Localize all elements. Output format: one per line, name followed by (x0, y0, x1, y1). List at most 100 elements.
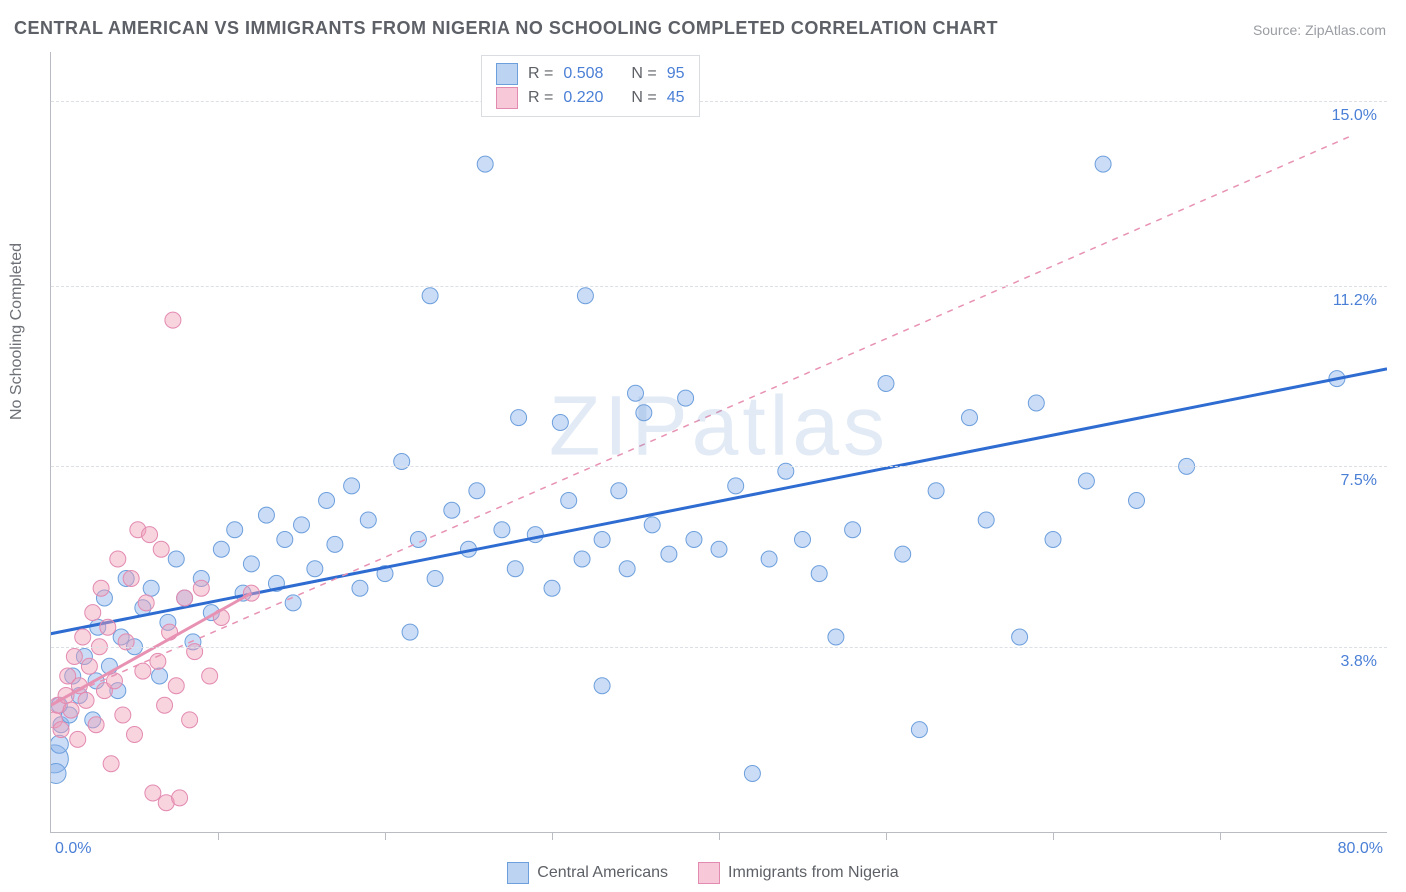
data-point (63, 702, 79, 718)
data-point (168, 678, 184, 694)
data-point (744, 766, 760, 782)
y-tick-label: 3.8% (1341, 653, 1377, 671)
data-point (878, 376, 894, 392)
data-point (51, 764, 66, 784)
data-point (561, 493, 577, 509)
data-point (142, 527, 158, 543)
legend-series: Central Americans Immigrants from Nigeri… (0, 862, 1406, 884)
data-point (594, 532, 610, 548)
data-point (165, 312, 181, 328)
data-point (895, 546, 911, 562)
data-point (594, 678, 610, 694)
r-label: R = (528, 89, 553, 107)
data-point (143, 580, 159, 596)
n-label: N = (631, 65, 656, 83)
data-point (469, 483, 485, 499)
data-point (619, 561, 635, 577)
legend-swatch-pink (698, 862, 720, 884)
data-point (1012, 629, 1028, 645)
data-point (845, 522, 861, 538)
data-point (85, 605, 101, 621)
data-point (574, 551, 590, 567)
data-point (444, 502, 460, 518)
data-point (319, 493, 335, 509)
data-point (661, 546, 677, 562)
y-tick-label: 11.2% (1333, 292, 1377, 310)
data-point (152, 668, 168, 684)
data-point (182, 712, 198, 728)
data-point (795, 532, 811, 548)
y-tick-label: 15.0% (1332, 107, 1377, 125)
data-point (1095, 156, 1111, 172)
data-point (344, 478, 360, 494)
data-point (511, 410, 527, 426)
data-point (138, 595, 154, 611)
data-point (294, 517, 310, 533)
legend-swatch-pink (496, 87, 518, 109)
data-point (157, 697, 173, 713)
data-point (277, 532, 293, 548)
trend-line (51, 135, 1354, 710)
data-point (193, 580, 209, 596)
data-point (628, 385, 644, 401)
data-point (168, 551, 184, 567)
legend-label-0: Central Americans (537, 864, 668, 882)
data-point (327, 536, 343, 552)
data-point (360, 512, 376, 528)
data-point (66, 649, 82, 665)
x-max-label: 80.0% (1338, 840, 1383, 858)
data-point (88, 717, 104, 733)
data-point (644, 517, 660, 533)
n-label: N = (631, 89, 656, 107)
data-point (110, 551, 126, 567)
legend-stats-row-1: R = 0.220 N = 45 (496, 86, 685, 110)
data-point (402, 624, 418, 640)
data-point (172, 790, 188, 806)
data-point (678, 390, 694, 406)
data-point (307, 561, 323, 577)
data-point (507, 561, 523, 577)
r-value-0: 0.508 (563, 65, 603, 83)
data-point (544, 580, 560, 596)
data-point (285, 595, 301, 611)
data-point (213, 541, 229, 557)
data-point (1078, 473, 1094, 489)
legend-item-1: Immigrants from Nigeria (698, 862, 899, 884)
legend-swatch-blue (496, 63, 518, 85)
data-point (123, 571, 139, 587)
data-point (1028, 395, 1044, 411)
data-point (78, 692, 94, 708)
x-min-label: 0.0% (55, 840, 91, 858)
data-point (427, 571, 443, 587)
data-point (352, 580, 368, 596)
data-point (477, 156, 493, 172)
data-point (81, 658, 97, 674)
y-tick-label: 7.5% (1341, 472, 1377, 490)
data-point (611, 483, 627, 499)
legend-stats: R = 0.508 N = 95 R = 0.220 N = 45 (481, 55, 700, 117)
source-link[interactable]: ZipAtlas.com (1305, 22, 1386, 38)
y-axis-label: No Schooling Completed (8, 243, 26, 420)
source-label: Source: ZipAtlas.com (1253, 22, 1386, 38)
data-point (911, 722, 927, 738)
chart-svg (51, 52, 1387, 832)
data-point (75, 629, 91, 645)
n-value-0: 95 (667, 65, 685, 83)
data-point (1129, 493, 1145, 509)
chart-container: CENTRAL AMERICAN VS IMMIGRANTS FROM NIGE… (0, 0, 1406, 892)
r-label: R = (528, 65, 553, 83)
data-point (577, 288, 593, 304)
data-point (928, 483, 944, 499)
data-point (978, 512, 994, 528)
data-point (202, 668, 218, 684)
data-point (145, 785, 161, 801)
data-point (100, 619, 116, 635)
data-point (115, 707, 131, 723)
data-point (70, 731, 86, 747)
r-value-1: 0.220 (563, 89, 603, 107)
data-point (711, 541, 727, 557)
plot-area: ZIPatlas R = 0.508 N = 95 R = 0.220 N = … (50, 52, 1387, 833)
legend-stats-row-0: R = 0.508 N = 95 (496, 62, 685, 86)
data-point (258, 507, 274, 523)
data-point (494, 522, 510, 538)
